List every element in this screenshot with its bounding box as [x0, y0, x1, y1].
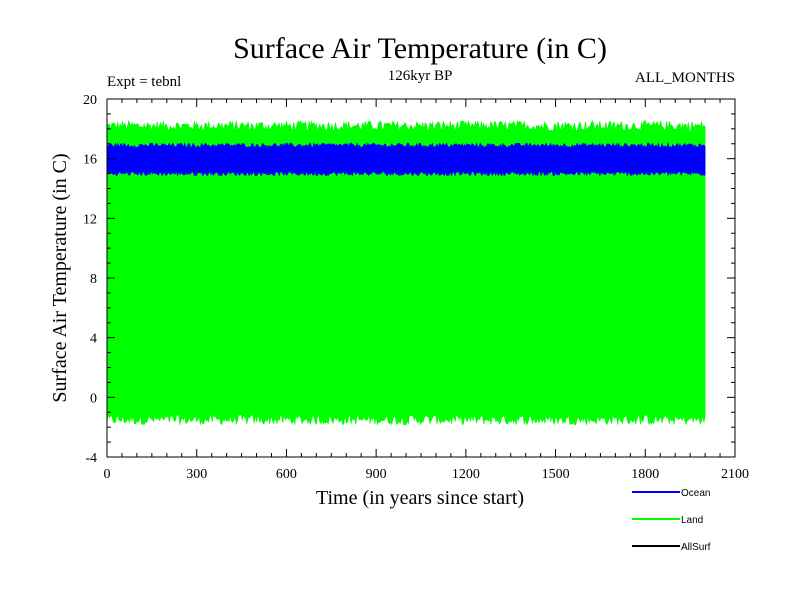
chart-subtitle-experiment: Expt = tebnl — [107, 74, 181, 90]
y-tick-label: 4 — [90, 332, 97, 347]
y-axis-label: Surface Air Temperature (in C) — [49, 153, 71, 402]
chart-subtitle-months: ALL_MONTHS — [635, 70, 735, 86]
y-tick-label: 0 — [90, 391, 97, 406]
chart-subtitle-period: 126kyr BP — [388, 68, 453, 84]
y-tick-label: 20 — [83, 93, 97, 108]
legend-label-allsurf: AllSurf — [681, 542, 711, 553]
x-tick-label: 2100 — [721, 467, 749, 482]
y-tick-label: 12 — [83, 212, 97, 227]
x-tick-label: 600 — [276, 467, 297, 482]
series-band-ocean — [106, 141, 706, 177]
x-tick-label: 900 — [366, 467, 387, 482]
y-tick-label: 16 — [83, 153, 97, 168]
legend-label-land: Land — [681, 515, 703, 526]
x-tick-label: 1500 — [542, 467, 570, 482]
chart-title: Surface Air Temperature (in C) — [233, 32, 607, 65]
y-tick-label: -4 — [85, 451, 97, 466]
x-axis-label: Time (in years since start) — [316, 487, 524, 509]
series-layer — [106, 119, 706, 427]
plot-area — [106, 98, 736, 458]
x-tick-label: 1800 — [631, 467, 659, 482]
x-tick-label: 300 — [186, 467, 207, 482]
x-tick-label: 0 — [104, 467, 111, 482]
x-tick-label: 1200 — [452, 467, 480, 482]
series-band-land — [106, 119, 706, 427]
y-tick-label: 8 — [90, 272, 97, 287]
legend-label-ocean: Ocean — [681, 488, 710, 499]
x-axis: 0 300 600 900 1200 1500 1800 2100 — [104, 99, 749, 482]
legend: Ocean Land AllSurf — [632, 488, 711, 553]
y-axis: -4 0 4 8 12 16 20 — [83, 93, 735, 466]
